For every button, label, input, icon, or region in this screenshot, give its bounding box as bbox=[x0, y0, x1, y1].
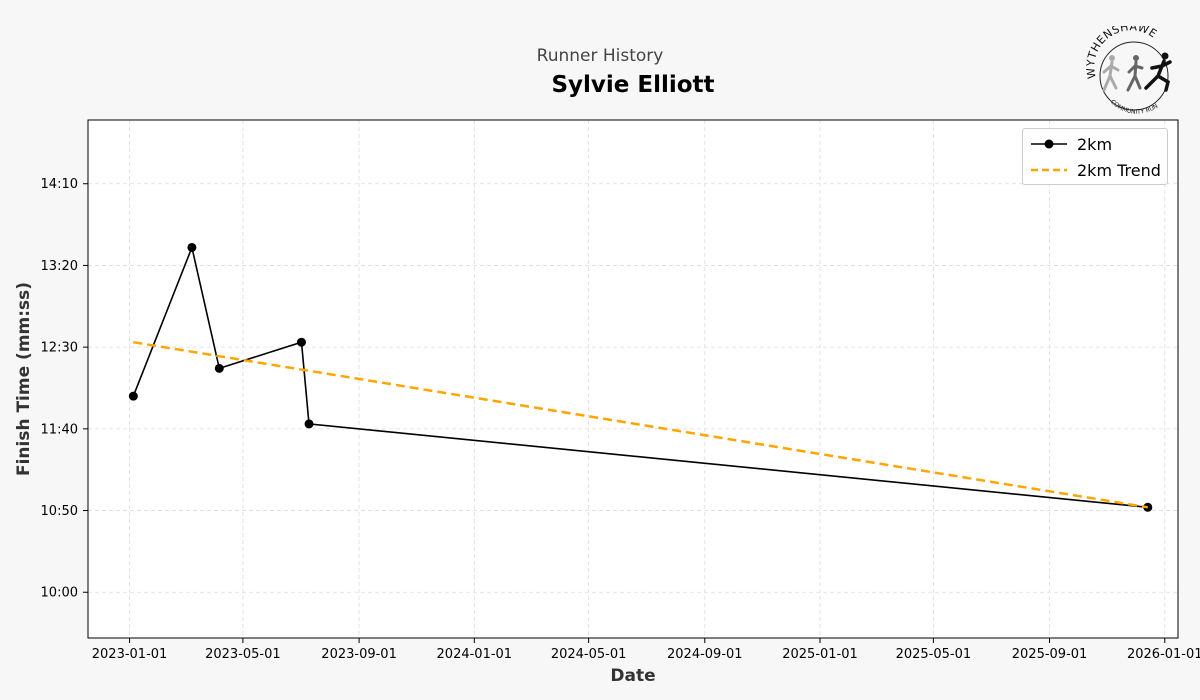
legend-item-2km: 2km bbox=[1031, 132, 1112, 156]
x-tick-label: 2025-09-01 bbox=[1012, 647, 1088, 662]
x-tick-label: 2025-05-01 bbox=[896, 647, 972, 662]
plot-area bbox=[88, 120, 1178, 638]
legend-item-2km-trend: 2km Trend bbox=[1031, 158, 1161, 182]
x-tick-label: 2024-09-01 bbox=[667, 647, 743, 662]
x-tick-label: 2024-05-01 bbox=[551, 647, 627, 662]
series-line-2km bbox=[132, 244, 1148, 509]
chart-title: Sylvie Elliott bbox=[551, 72, 715, 98]
data-point-2km bbox=[214, 363, 224, 373]
plot-frame bbox=[87, 119, 1179, 639]
data-point-2km bbox=[187, 242, 197, 252]
legend-swatch-2km-trend bbox=[1031, 168, 1067, 172]
series-line-2km-trend bbox=[133, 340, 1149, 509]
x-axis-label: Date bbox=[610, 666, 655, 686]
y-tick-label: 10:00 bbox=[41, 586, 78, 601]
y-tick-label: 14:10 bbox=[41, 177, 78, 192]
x-tick-label: 2023-09-01 bbox=[321, 647, 397, 662]
legend-label-2km-trend: 2km Trend bbox=[1077, 160, 1161, 180]
x-tick-label: 2025-01-01 bbox=[782, 647, 858, 662]
legend-label-2km: 2km bbox=[1077, 134, 1113, 154]
data-point-2km bbox=[296, 337, 306, 347]
y-tick-label: 11:40 bbox=[41, 422, 78, 437]
y-tick-label: 13:20 bbox=[41, 259, 78, 274]
x-tick-label: 2023-05-01 bbox=[205, 647, 281, 662]
y-tick-label: 10:50 bbox=[41, 504, 78, 519]
legend-swatch-2km bbox=[1031, 139, 1067, 149]
y-axis-label: Finish Time (mm:ss) bbox=[14, 282, 34, 476]
data-point-2km bbox=[304, 419, 314, 429]
wythenshawe-logo-icon: WYTHENSHAWE COMMUNITY RUN bbox=[1086, 26, 1172, 116]
y-tick-label: 12:30 bbox=[41, 341, 78, 356]
x-tick-label: 2026-01-01 bbox=[1127, 647, 1200, 662]
x-tick-label: 2024-01-01 bbox=[437, 647, 513, 662]
x-tick-label: 2023-01-01 bbox=[92, 647, 168, 662]
data-point-2km bbox=[128, 391, 138, 401]
chart-legend: 2km 2km Trend bbox=[1022, 128, 1168, 185]
chart-subtitle: Runner History bbox=[536, 46, 664, 66]
